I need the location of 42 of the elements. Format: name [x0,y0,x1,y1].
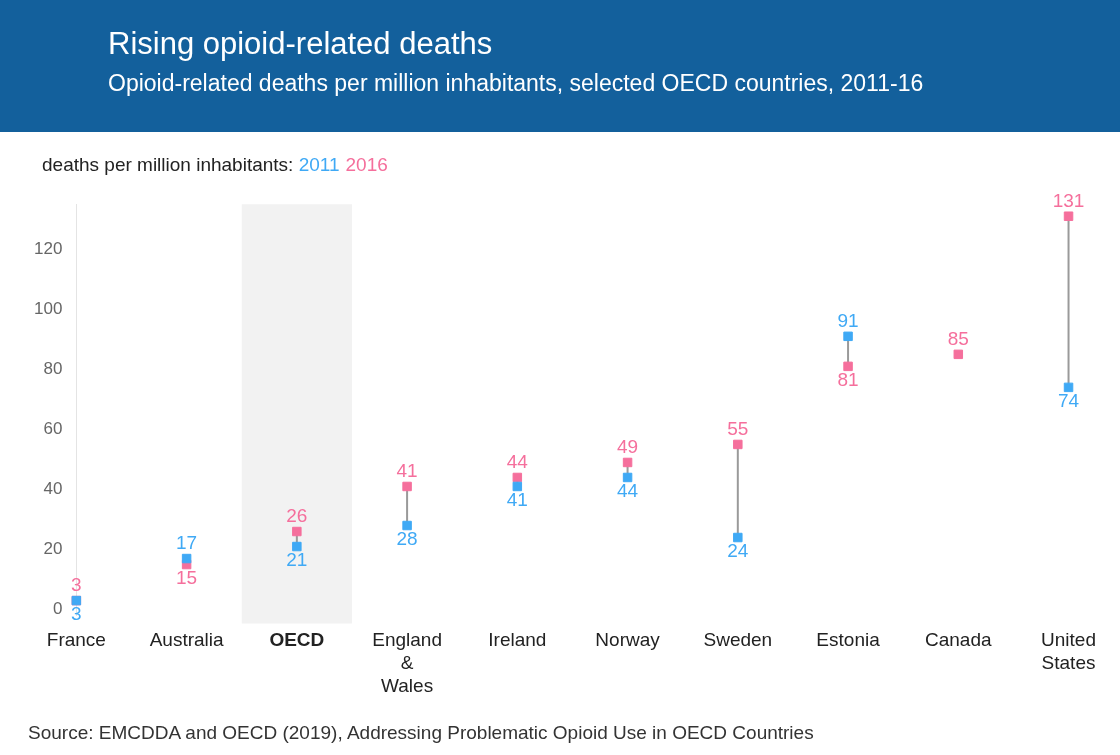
x-tick-label: Ireland [488,629,547,651]
x-tick-label: OECD [269,629,325,651]
chart-subtitle: Opioid-related deaths per million inhabitants, selected OECD countries, 2011-16 [108,69,925,97]
data-label: 74 [1057,390,1080,412]
y-tick-label: 40 [43,479,63,499]
data-label: 15 [176,567,198,589]
data-label: 17 [176,532,198,554]
x-tick-label: France [46,629,106,651]
data-label: 24 [727,540,749,562]
data-label: 44 [506,451,529,473]
x-tick-label: United States [1041,629,1096,674]
data-label: 91 [837,310,859,332]
y-tick-label: 100 [33,298,63,318]
text: 2011 [298,154,340,175]
text: 2016 [345,154,388,175]
y-tick-label: 120 [33,238,63,258]
data-label: 85 [947,328,969,350]
y-tick-label: 80 [43,359,63,379]
data-label: 41 [506,489,528,511]
data-label: 26 [286,505,308,527]
data-label: 3 [71,603,82,625]
x-tick-label: Sweden [703,629,773,651]
data-label: 21 [286,549,308,571]
data-label: 55 [727,418,749,440]
data-label: 131 [1052,189,1085,211]
data-label: 28 [396,528,418,550]
data-label: 81 [837,369,859,391]
y-tick-label: 60 [43,419,63,439]
chart-title: Rising opioid-related deaths [108,25,494,62]
legend-title: deaths per million inhabitants: [42,154,295,175]
x-tick-label: Estonia [816,629,881,651]
y-tick-label: 20 [43,539,63,559]
x-tick-label: England & Wales [372,629,442,696]
data-label: 49 [617,436,639,458]
x-tick-label: Canada [925,629,992,651]
data-label: 3 [71,574,82,596]
data-label: 44 [617,480,639,502]
x-tick-label: Norway [595,629,661,651]
x-tick-label: Australia [149,629,224,651]
source-note: Source: EMCDDA and OECD (2019), Addressing Problematic Opioid Use in OECD Countries [28,722,815,744]
y-tick-label: 0 [52,599,63,619]
data-label: 41 [396,460,418,482]
